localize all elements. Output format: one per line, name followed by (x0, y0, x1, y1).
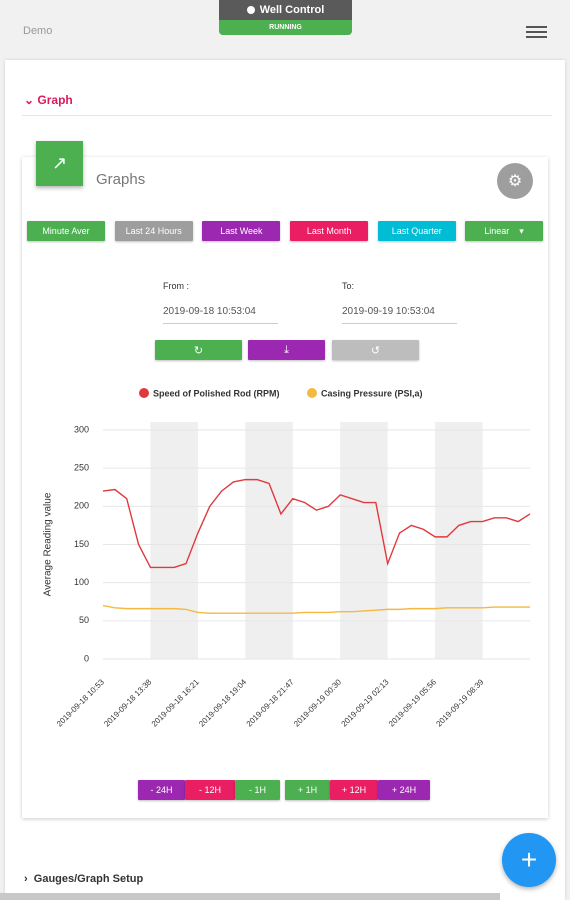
card-title: Graphs (96, 171, 146, 188)
footer-title: Gauges/Graph Setup (33, 873, 144, 885)
scale-label: Linear (484, 226, 510, 236)
shift-button[interactable]: - 24H (138, 780, 185, 800)
download-button[interactable]: ⤓ (248, 340, 325, 360)
divider (22, 115, 552, 116)
range-button[interactable]: Last Quarter (377, 221, 456, 241)
x-tick-label: 2019-09-18 13:38 (102, 677, 153, 728)
tab-status: RUNNING (219, 20, 352, 35)
to-label: To: (342, 281, 355, 291)
shift-button[interactable]: - 1H (235, 780, 280, 800)
x-tick-label: 2019-09-19 05:56 (387, 677, 438, 728)
series-line (102, 604, 530, 614)
section-header[interactable]: ⌄ Graph (24, 93, 73, 107)
y-axis-label: Average Reading value (43, 492, 54, 596)
y-tick-label: 250 (74, 463, 89, 473)
fab-add[interactable]: + (502, 833, 556, 887)
x-tick-label: 2019-09-18 16:21 (150, 677, 201, 728)
y-tick-label: 200 (74, 501, 89, 511)
range-button[interactable]: Last Week (202, 221, 281, 241)
footer-section[interactable]: › Gauges/Graph Setup (24, 873, 144, 885)
legend-swatch (139, 388, 149, 398)
series-line (102, 478, 531, 569)
tab-title: Well Control (259, 4, 325, 16)
x-tick-label: 2019-09-19 02:13 (340, 677, 391, 728)
grid-band (340, 422, 388, 659)
shift-button[interactable]: + 1H (285, 780, 330, 800)
brand: Demo (23, 25, 53, 37)
settings-button[interactable]: ⚙ (497, 163, 533, 199)
from-input[interactable]: 2019-09-18 10:53:04 (163, 306, 278, 324)
reset-button[interactable]: ↺ (332, 340, 419, 360)
tab-icon (246, 6, 255, 14)
menu-button[interactable] (526, 26, 547, 38)
range-button[interactable]: Last 24 Hours (114, 221, 193, 241)
grid-band (150, 422, 198, 659)
legend-swatch (307, 388, 317, 398)
y-tick-label: 50 (79, 615, 89, 625)
legend-label: Speed of Polished Rod (RPM) (153, 388, 280, 398)
tab[interactable]: Well Control (219, 0, 352, 20)
section-title: Graph (37, 93, 73, 107)
refresh-button[interactable]: ↻ (155, 340, 242, 360)
graph-icon: ↗ (36, 141, 83, 186)
range-button[interactable]: Last Month (290, 221, 369, 241)
y-tick-label: 0 (84, 653, 89, 663)
shift-button[interactable]: - 12H (185, 780, 235, 800)
shift-button[interactable]: + 12H (330, 780, 378, 800)
y-tick-label: 100 (74, 577, 89, 587)
x-tick-label: 2019-09-18 10:53 (55, 677, 106, 728)
to-input[interactable]: 2019-09-19 10:53:04 (342, 306, 457, 324)
y-tick-label: 150 (74, 539, 89, 549)
scrollbar (0, 893, 500, 900)
shift-button[interactable]: + 24H (378, 780, 430, 800)
x-tick-label: 2019-09-18 19:04 (197, 677, 248, 728)
grid-band (245, 422, 293, 659)
y-tick-label: 300 (74, 424, 89, 434)
from-label: From : (163, 281, 189, 291)
x-tick-label: 2019-09-18 21:47 (245, 677, 296, 728)
x-tick-label: 2019-09-19 00:30 (292, 677, 343, 728)
range-button[interactable]: Minute Aver (27, 221, 105, 241)
legend-label: Casing Pressure (PSI,a) (321, 388, 423, 398)
x-tick-label: 2019-09-19 08:39 (434, 677, 485, 728)
scale-button[interactable]: Linear ▾ (465, 221, 543, 241)
grid-band (435, 422, 483, 659)
